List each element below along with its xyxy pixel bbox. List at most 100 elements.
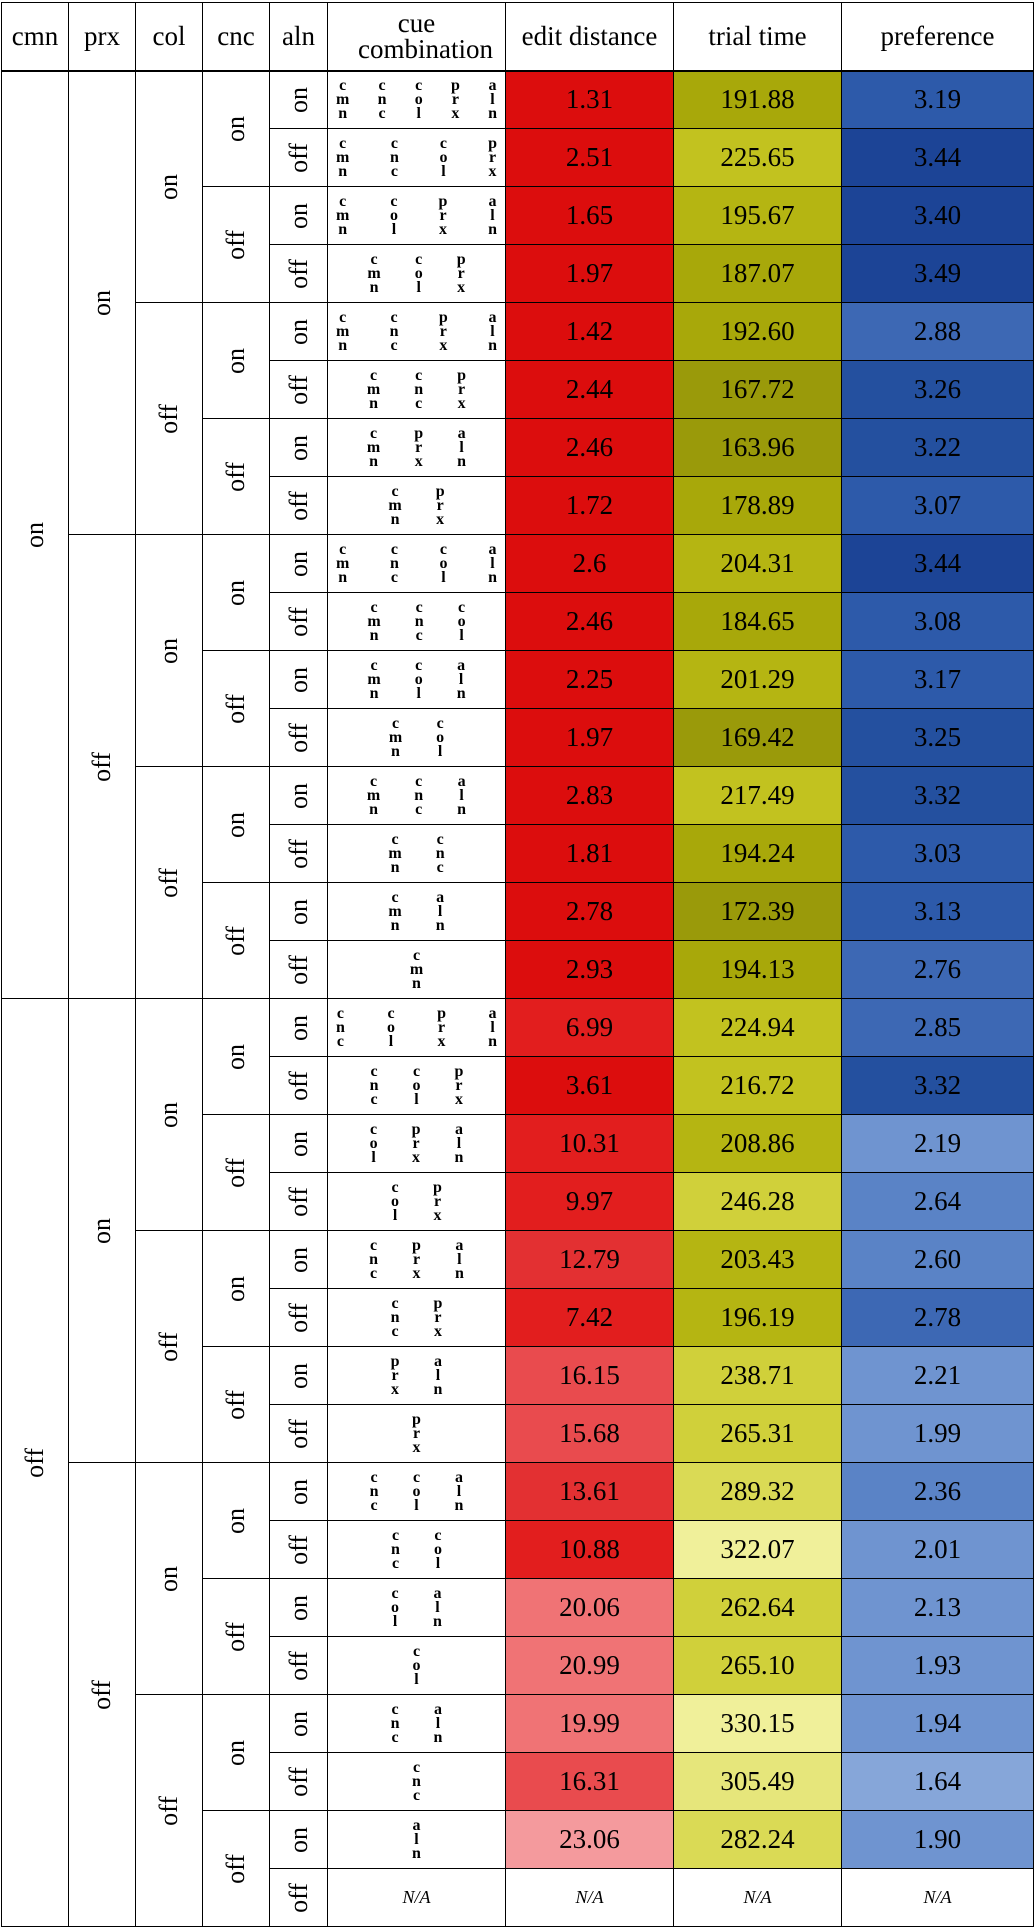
cue-letter: c <box>370 1090 378 1108</box>
cnc-cell: on <box>202 766 270 883</box>
cue-letter: n <box>412 1772 421 1790</box>
table-row: off on on c n c p r x a l n 12.79 203.43 2.60 <box>2 1230 1034 1463</box>
edit-distance-cell: 2.46 <box>505 592 674 651</box>
preference-cell-value: 2.64 <box>913 1186 962 1216</box>
cue-letter: r <box>391 1366 399 1384</box>
cue-letter: n <box>414 380 424 398</box>
cue-letter: n <box>454 1148 464 1166</box>
cue-letter: c <box>434 1526 442 1544</box>
aln-cell: on <box>269 882 328 941</box>
trial-time-cell: 163.96 <box>673 418 842 477</box>
cue-letter: m <box>336 322 350 340</box>
cmn-cell: on <box>1 70 69 999</box>
col-cell-label: off <box>153 1795 183 1826</box>
preference-cell-value: 2.76 <box>913 954 962 984</box>
cue-letter: o <box>412 1482 421 1500</box>
cue-letter: a <box>454 1120 463 1138</box>
cue-letter: n <box>433 1728 443 1746</box>
cue-letter: n <box>456 684 466 702</box>
preference-cell-value: 1.64 <box>913 1766 962 1796</box>
cue-letter: a <box>433 1700 442 1718</box>
cue-letter: x <box>488 162 497 180</box>
cue-letter: a <box>455 1236 464 1254</box>
edit-distance-cell-value: 1.81 <box>565 838 614 868</box>
cue-letter: o <box>369 1134 378 1152</box>
cue-letter: x <box>439 220 447 238</box>
cue-letter: a <box>454 1468 463 1486</box>
table-row: off on on on on c n c c o l p r x a l n 6.99 224.94 2.85 <box>1 998 1034 1927</box>
cue-letter: p <box>457 366 467 384</box>
preference-cell-value: 2.60 <box>913 1244 962 1274</box>
aln-cell: off <box>269 1520 328 1579</box>
cue-letter: n <box>390 858 400 876</box>
edit-distance-cell: 6.99 <box>505 998 674 1057</box>
trial-time-cell-value: N/A <box>743 1887 772 1907</box>
cue-letter: c <box>415 366 423 384</box>
aln-cell-label: on <box>283 86 313 113</box>
trial-time-cell: 262.64 <box>673 1578 842 1637</box>
cue-letter: n <box>389 322 399 340</box>
cue-letter: c <box>339 134 347 152</box>
aln-cell-label: on <box>283 1594 313 1621</box>
cue-letter: l <box>490 206 495 224</box>
preference-cell-value: 3.22 <box>913 432 962 462</box>
cue-letter: c <box>391 1584 399 1602</box>
table-row: off p r x 15.68 265.31 1.99 <box>2 1404 1034 1463</box>
cue-letter: p <box>412 1236 421 1254</box>
preference-cell-value: 2.01 <box>913 1534 962 1564</box>
cue-letter: n <box>488 104 497 122</box>
aln-cell: off <box>269 940 328 999</box>
cue-letter: c <box>390 568 398 586</box>
cue-letter: l <box>392 1612 398 1630</box>
preference-cell-value: 3.19 <box>913 84 962 115</box>
cue-letter: n <box>369 452 379 470</box>
preference-cell: 1.99 <box>841 1404 1034 1463</box>
cue-letter: p <box>411 1120 421 1138</box>
cnc-cell-label: off <box>220 229 250 260</box>
col-cell-label: on <box>154 173 183 200</box>
cue-letter: c <box>391 1322 399 1340</box>
edit-distance-cell-value: 10.31 <box>559 1128 620 1158</box>
cue-letter: n <box>390 916 400 934</box>
cue-letter: m <box>366 438 381 456</box>
cue-letter: n <box>369 278 379 296</box>
aln-cell-label: off <box>283 1534 313 1565</box>
trial-time-cell: 204.31 <box>673 534 842 593</box>
cnc-cell: off <box>202 650 270 767</box>
edit-distance-cell: 12.79 <box>505 1230 674 1289</box>
table-row: off c m n c n c c o l 2.46 184.65 3.08 <box>2 592 1034 651</box>
preference-cell-value: 2.78 <box>913 1302 962 1332</box>
edit-distance-cell-value: 2.46 <box>565 606 614 636</box>
cue-letter: l <box>459 786 464 804</box>
preference-cell: 2.60 <box>841 1230 1034 1289</box>
trial-time-cell-value: 192.60 <box>720 316 795 346</box>
table-row: off c n c 16.31 305.49 1.64 <box>2 1752 1034 1811</box>
cue-letter: p <box>433 1178 442 1196</box>
col-cell: on <box>135 534 203 767</box>
cue-letter: c <box>412 1468 421 1486</box>
preference-cell: 2.13 <box>841 1578 1034 1637</box>
cue-letter: r <box>439 206 447 224</box>
edit-distance-cell: 1.72 <box>505 476 674 535</box>
cue-letter: c <box>390 162 398 180</box>
edit-distance-cell: 15.68 <box>505 1404 674 1463</box>
edit-distance-cell-value: 2.83 <box>565 780 614 810</box>
aln-cell-label: on <box>283 202 313 229</box>
preference-cell: 2.36 <box>841 1462 1034 1521</box>
cue-letter: m <box>367 670 381 688</box>
